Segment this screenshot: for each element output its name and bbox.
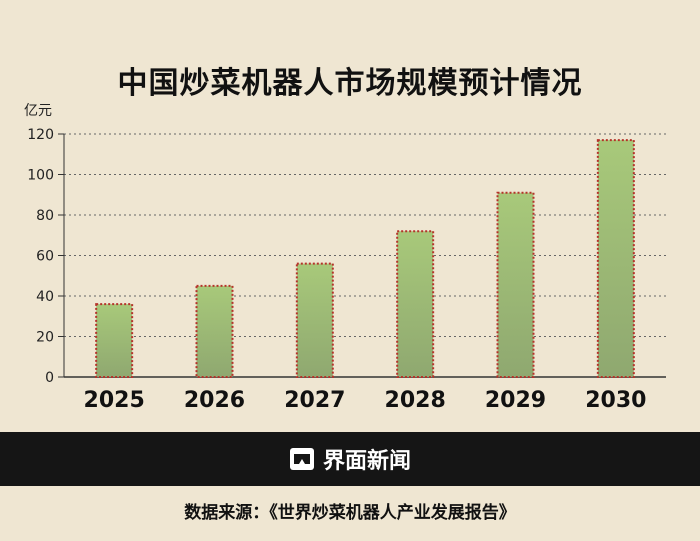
bar-2025 <box>95 303 134 379</box>
x-tick-label: 2026 <box>184 388 245 413</box>
bar-2029 <box>496 191 535 378</box>
brand-name: 界面新闻 <box>322 449 411 474</box>
x-tick-label: 2025 <box>84 388 145 413</box>
bar-2028 <box>396 230 435 378</box>
y-tick-label: 40 <box>36 289 54 305</box>
brand: 界面新闻 <box>289 443 411 475</box>
y-tick-label: 0 <box>45 370 54 386</box>
footer-bar: 界面新闻 <box>0 432 700 486</box>
chart-title: 中国炒菜机器人市场规模预计情况 <box>117 66 583 101</box>
bar-chart: 亿元 0 20 40 60 80 100 120 2025 2026 2027 2028 2029 2… <box>24 103 666 413</box>
data-source: 数据来源：《世界炒菜机器人产业发展报告》 <box>184 503 516 523</box>
y-tick-label: 100 <box>27 168 54 184</box>
y-tick-label: 120 <box>27 127 54 143</box>
bar-2027 <box>295 262 334 379</box>
bar-2026 <box>195 284 234 378</box>
y-tick-label: 80 <box>36 208 54 224</box>
x-tick-label: 2029 <box>485 388 546 413</box>
brand-logo-icon <box>289 448 314 470</box>
y-axis-unit-label: 亿元 <box>24 103 52 119</box>
x-tick-label: 2030 <box>585 388 646 413</box>
bar-2030 <box>596 139 635 379</box>
y-tick-label: 20 <box>36 330 54 346</box>
x-tick-label: 2028 <box>385 388 446 413</box>
y-tick-label: 60 <box>36 249 54 265</box>
x-tick-label: 2027 <box>284 388 345 413</box>
